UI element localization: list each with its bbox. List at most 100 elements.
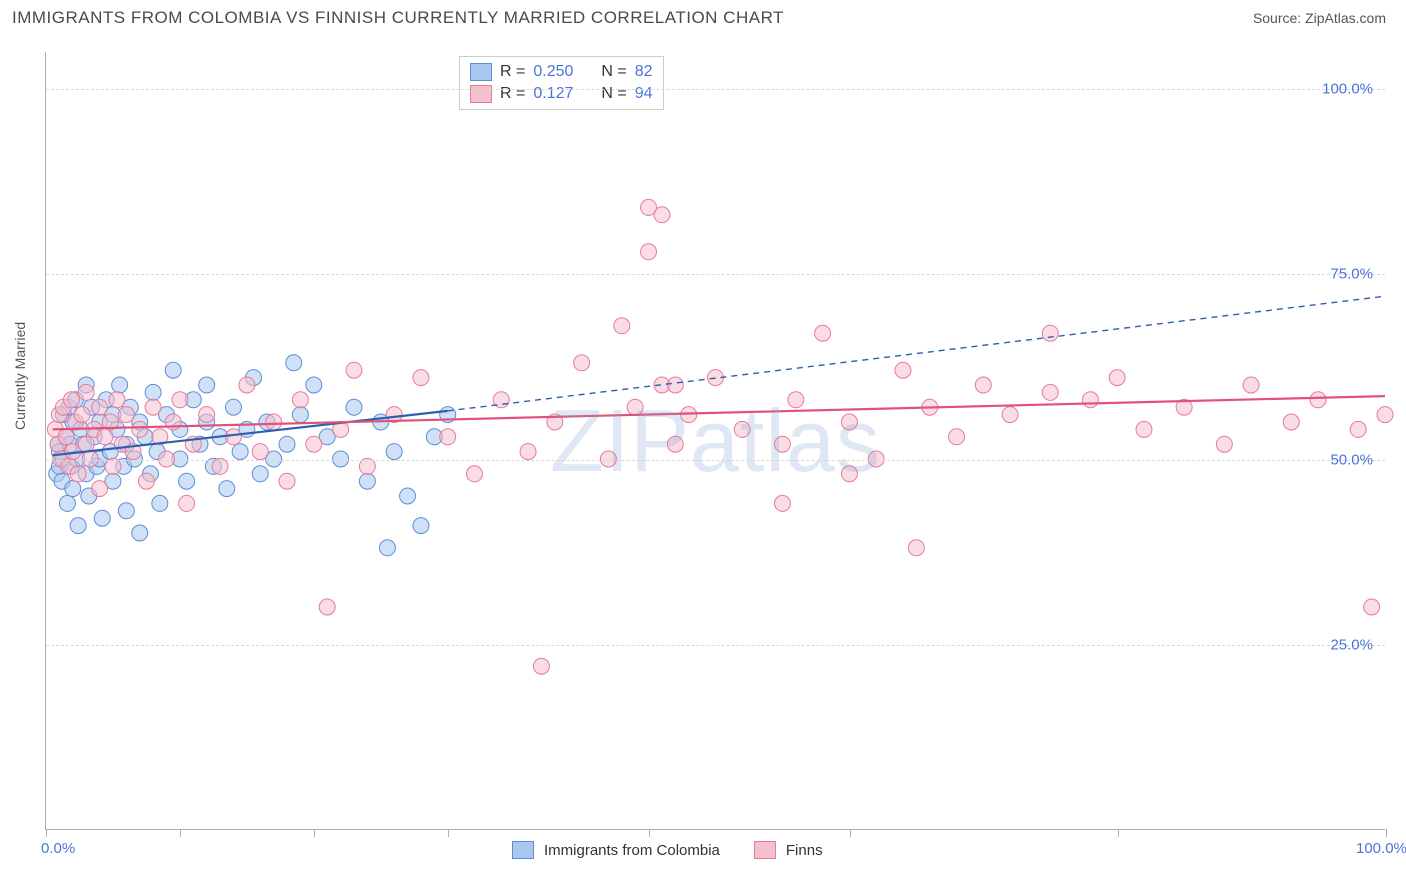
scatter-point-finns <box>97 429 113 445</box>
scatter-point-finns <box>132 421 148 437</box>
y-tick-label: 100.0% <box>1322 81 1373 98</box>
scatter-point-colombia <box>118 503 134 519</box>
scatter-point-colombia <box>400 488 416 504</box>
scatter-point-finns <box>641 244 657 260</box>
y-tick-label: 50.0% <box>1330 451 1373 468</box>
scatter-point-finns <box>949 429 965 445</box>
scatter-point-colombia <box>252 466 268 482</box>
scatter-point-colombia <box>413 518 429 534</box>
scatter-point-colombia <box>165 362 181 378</box>
scatter-point-finns <box>359 458 375 474</box>
scatter-point-finns <box>841 466 857 482</box>
scatter-point-finns <box>212 458 228 474</box>
x-tick <box>649 829 650 837</box>
scatter-point-finns <box>627 399 643 415</box>
scatter-point-finns <box>1243 377 1259 393</box>
gridline <box>46 460 1385 461</box>
scatter-point-colombia <box>152 495 168 511</box>
scatter-point-finns <box>179 495 195 511</box>
scatter-point-finns <box>109 392 125 408</box>
scatter-point-colombia <box>386 444 402 460</box>
scatter-point-finns <box>574 355 590 371</box>
scatter-point-finns <box>239 377 255 393</box>
legend-n-value: 94 <box>635 85 653 103</box>
scatter-point-colombia <box>346 399 362 415</box>
legend-r-value: 0.127 <box>533 85 573 103</box>
scatter-point-finns <box>145 399 161 415</box>
scatter-point-finns <box>815 325 831 341</box>
x-tick <box>46 829 47 837</box>
scatter-point-finns <box>466 466 482 482</box>
scatter-point-finns <box>58 429 74 445</box>
gridline <box>46 274 1385 275</box>
scatter-point-finns <box>279 473 295 489</box>
scatter-point-finns <box>908 540 924 556</box>
y-tick-label: 75.0% <box>1330 266 1373 283</box>
legend-swatch-icon <box>754 841 776 859</box>
scatter-point-finns <box>841 414 857 430</box>
x-tick-label: 0.0% <box>41 840 75 857</box>
legend-series-label: Finns <box>786 842 823 859</box>
trend-line-dashed-colombia <box>448 296 1385 411</box>
scatter-point-finns <box>199 407 215 423</box>
scatter-point-finns <box>74 407 90 423</box>
scatter-point-finns <box>975 377 991 393</box>
scatter-point-finns <box>1310 392 1326 408</box>
legend-r-label: R = <box>500 85 525 103</box>
scatter-point-finns <box>533 658 549 674</box>
legend-swatch-icon <box>470 85 492 103</box>
scatter-point-finns <box>667 377 683 393</box>
scatter-point-colombia <box>292 407 308 423</box>
scatter-point-colombia <box>179 473 195 489</box>
scatter-point-colombia <box>199 377 215 393</box>
scatter-point-finns <box>774 436 790 452</box>
legend-correlation: R =0.250N =82R =0.127N =94 <box>459 56 664 110</box>
scatter-point-colombia <box>59 495 75 511</box>
scatter-point-finns <box>895 362 911 378</box>
scatter-point-finns <box>70 466 86 482</box>
scatter-point-colombia <box>145 384 161 400</box>
scatter-point-finns <box>641 199 657 215</box>
scatter-point-finns <box>92 399 108 415</box>
scatter-point-finns <box>346 362 362 378</box>
gridline <box>46 645 1385 646</box>
scatter-point-finns <box>1082 392 1098 408</box>
legend-series-label: Immigrants from Colombia <box>544 842 720 859</box>
x-tick <box>314 829 315 837</box>
legend-swatch-icon <box>512 841 534 859</box>
scatter-point-finns <box>520 444 536 460</box>
scatter-point-finns <box>734 421 750 437</box>
scatter-point-finns <box>266 414 282 430</box>
chart-plot-area: ZIPatlas R =0.250N =82R =0.127N =94 Immi… <box>45 52 1385 830</box>
scatter-point-finns <box>1136 421 1152 437</box>
scatter-point-finns <box>118 407 134 423</box>
scatter-point-colombia <box>379 540 395 556</box>
scatter-point-colombia <box>286 355 302 371</box>
scatter-point-colombia <box>232 444 248 460</box>
scatter-point-colombia <box>359 473 375 489</box>
scatter-point-finns <box>78 384 94 400</box>
scatter-point-finns <box>667 436 683 452</box>
y-axis-label: Currently Married <box>12 322 28 430</box>
y-tick-label: 25.0% <box>1330 636 1373 653</box>
scatter-point-finns <box>1042 325 1058 341</box>
scatter-point-colombia <box>219 481 235 497</box>
x-tick <box>850 829 851 837</box>
scatter-point-colombia <box>132 525 148 541</box>
scatter-point-finns <box>614 318 630 334</box>
x-tick <box>448 829 449 837</box>
legend-r-label: R = <box>500 63 525 81</box>
x-tick <box>1118 829 1119 837</box>
scatter-point-finns <box>1377 407 1393 423</box>
legend-swatch-icon <box>470 63 492 81</box>
scatter-point-finns <box>1002 407 1018 423</box>
x-tick <box>180 829 181 837</box>
scatter-point-finns <box>1109 370 1125 386</box>
scatter-point-finns <box>774 495 790 511</box>
scatter-point-colombia <box>65 481 81 497</box>
scatter-point-finns <box>63 392 79 408</box>
legend-n-value: 82 <box>635 63 653 81</box>
scatter-point-finns <box>1350 421 1366 437</box>
legend-series: Immigrants from Colombia Finns <box>512 841 847 859</box>
scatter-point-finns <box>172 392 188 408</box>
